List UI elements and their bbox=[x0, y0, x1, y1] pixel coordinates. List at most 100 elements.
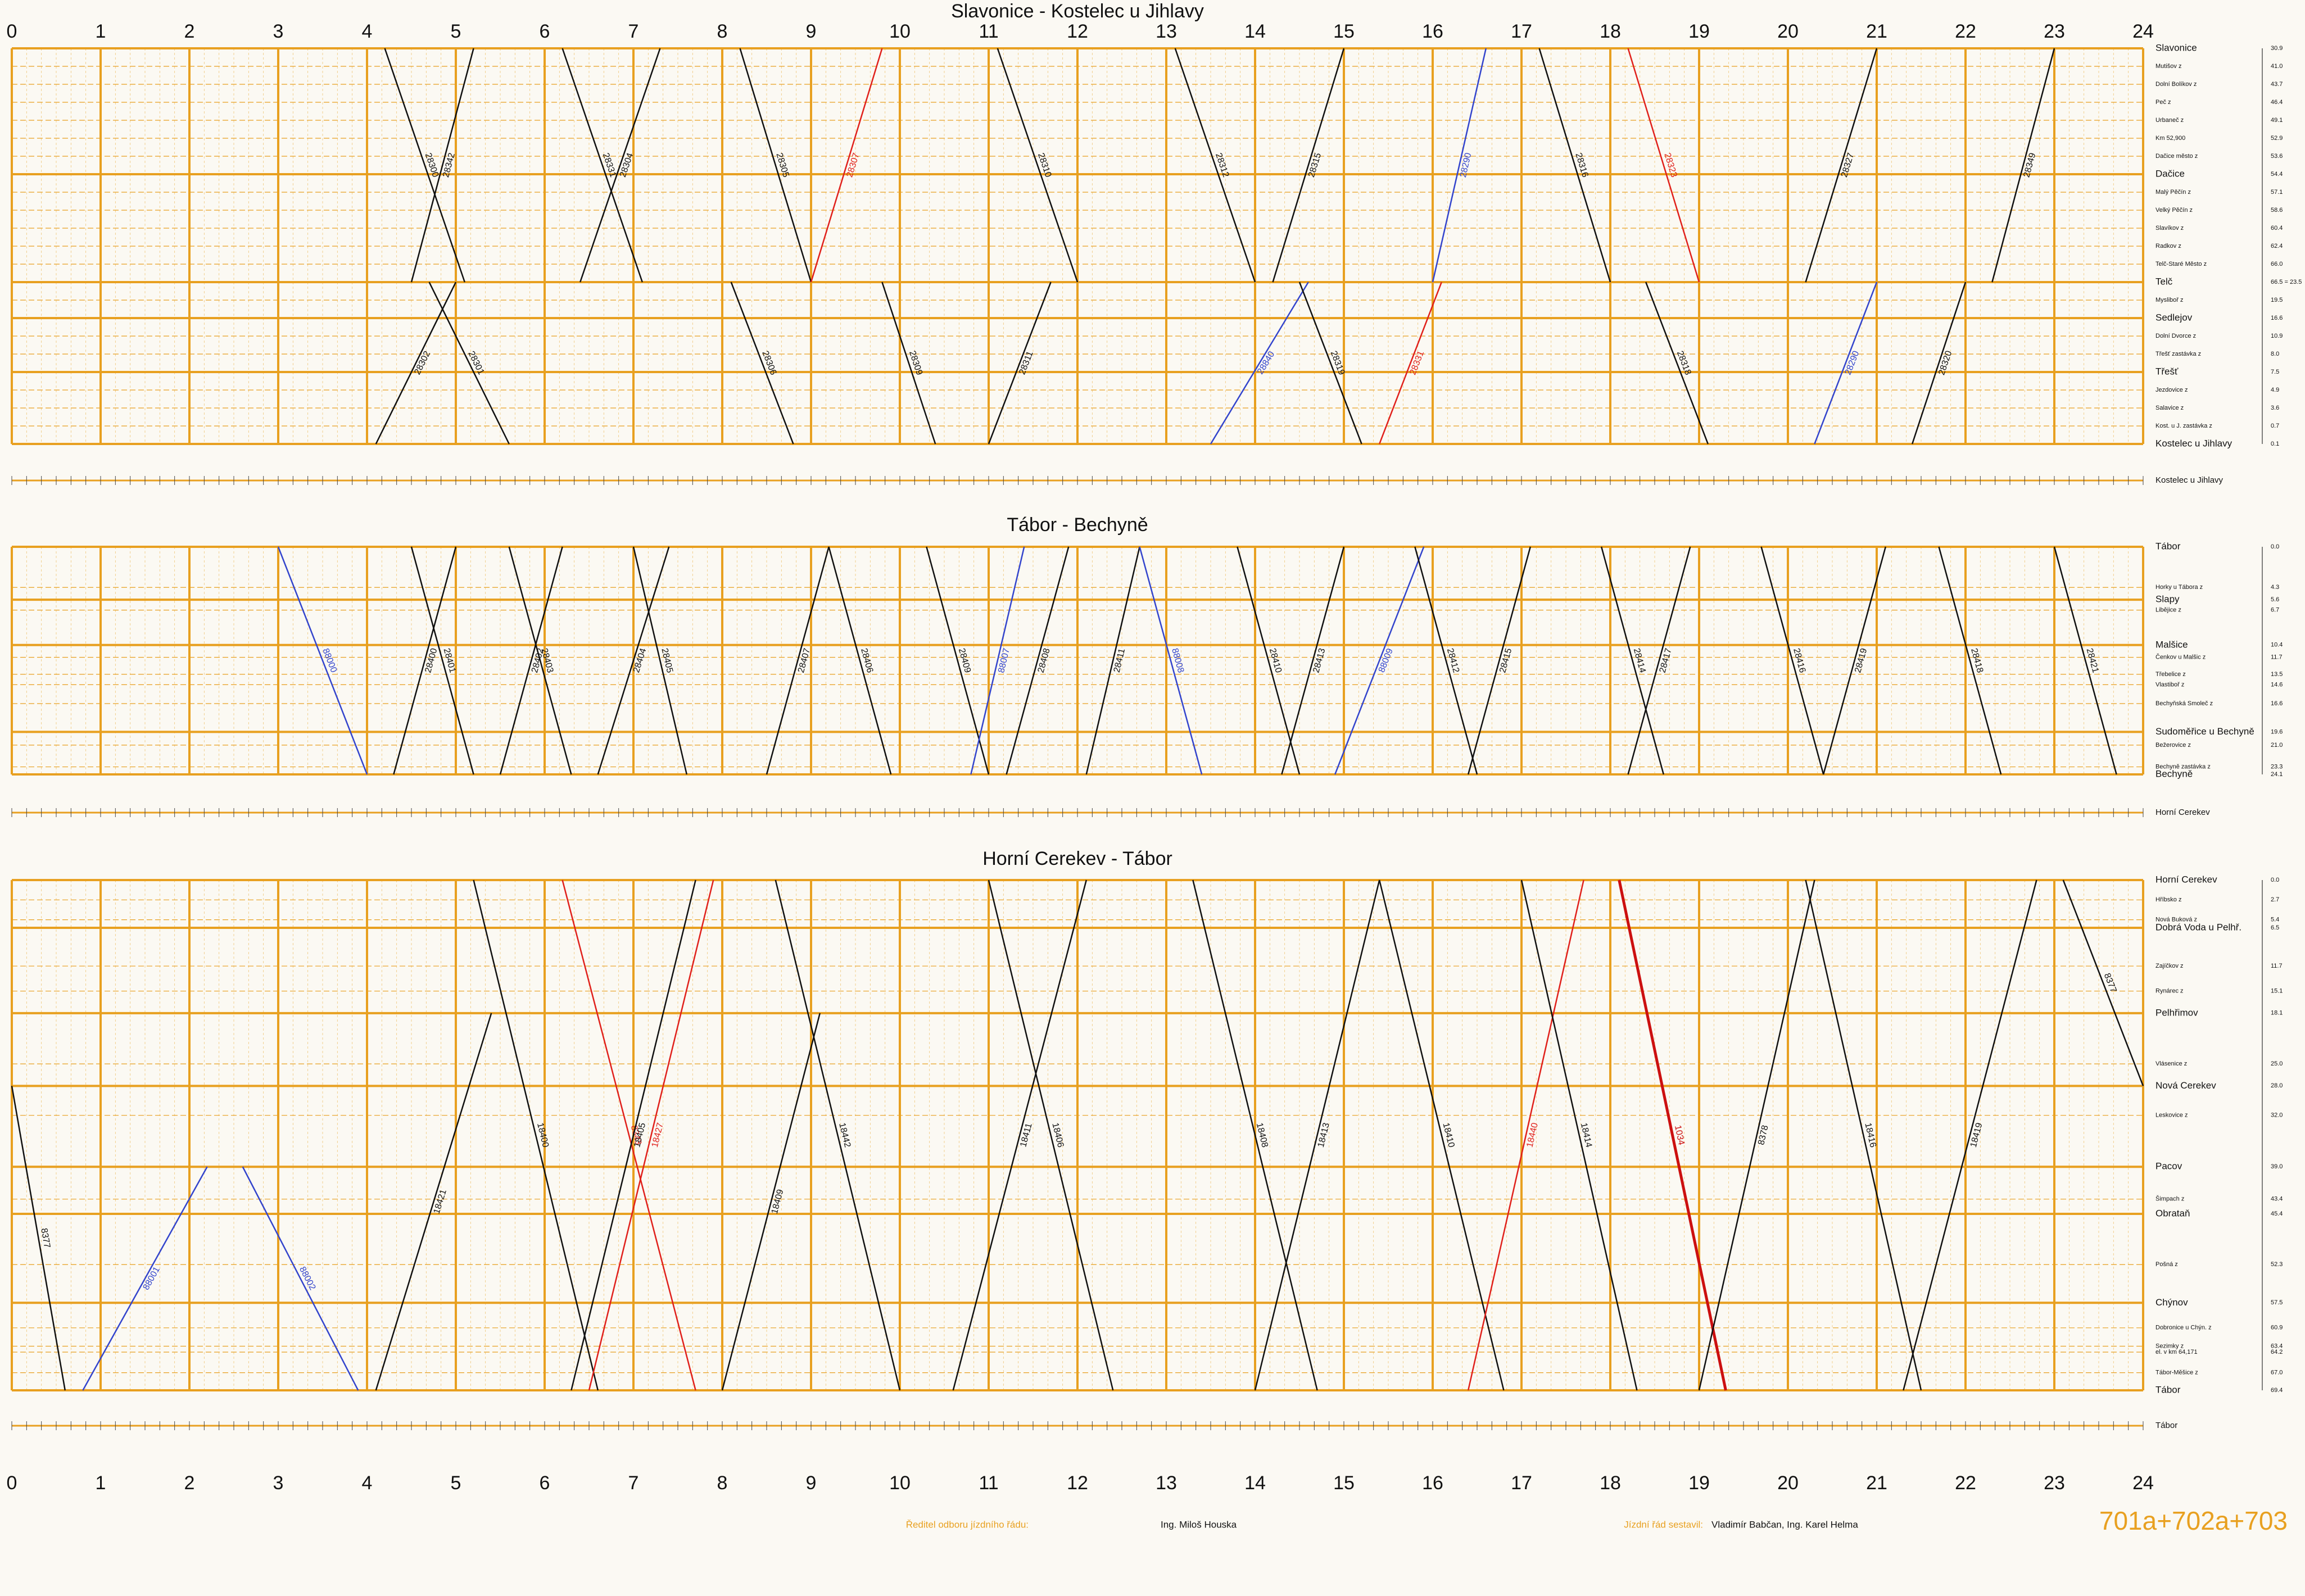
station-km: 67.0 bbox=[2271, 1370, 2283, 1376]
train-path bbox=[410, 48, 474, 283]
station-name: Mutišov z bbox=[2155, 63, 2181, 70]
train-path bbox=[1237, 546, 1301, 775]
station-km: 0.1 bbox=[2271, 441, 2279, 447]
station-name: Bechyňská Smoleč z bbox=[2155, 700, 2213, 707]
station-km: 45.4 bbox=[2271, 1210, 2283, 1217]
station-km: 57.1 bbox=[2271, 189, 2283, 196]
train-path bbox=[1334, 546, 1425, 775]
station-km: 0.0 bbox=[2271, 877, 2279, 883]
station-km: 8.0 bbox=[2271, 351, 2279, 357]
hour-label-bottom: 18 bbox=[1600, 1472, 1621, 1494]
station-km: 0.7 bbox=[2271, 423, 2279, 429]
station-km: 58.6 bbox=[2271, 207, 2283, 214]
station-name: Obrataň bbox=[2155, 1208, 2190, 1218]
train-path bbox=[375, 282, 457, 445]
train-path bbox=[375, 1013, 492, 1391]
train-path bbox=[561, 48, 643, 283]
train-path bbox=[11, 1086, 66, 1391]
station-km: 21.0 bbox=[2271, 742, 2283, 749]
train-path bbox=[1760, 546, 1824, 775]
train-path bbox=[384, 48, 465, 283]
station-name: Malý Pěčín z bbox=[2155, 189, 2191, 196]
station-km: 15.1 bbox=[2271, 987, 2283, 994]
train-path bbox=[579, 48, 661, 283]
panel-title: Tábor - Bechyně bbox=[1007, 514, 1148, 536]
train-path bbox=[739, 48, 812, 283]
station-name: Velký Pěčín z bbox=[2155, 207, 2193, 214]
train-path bbox=[1600, 546, 1665, 775]
station-name: Jezdovice z bbox=[2155, 387, 2188, 393]
station-name: Dobronice u Chýn. z bbox=[2155, 1325, 2212, 1331]
station-name: Telč bbox=[2155, 276, 2173, 287]
station-name: Dačice bbox=[2155, 168, 2185, 179]
station-name: Čenkov u Malšic z bbox=[2155, 654, 2206, 661]
train-path bbox=[597, 546, 670, 775]
station-name: Bechyně zastávka z bbox=[2155, 763, 2211, 770]
hour-label-bottom: 15 bbox=[1333, 1472, 1355, 1494]
station-km: 39.0 bbox=[2271, 1163, 2283, 1170]
hour-label-top: 23 bbox=[2044, 21, 2065, 42]
station-name: Horky u Tábora z bbox=[2155, 584, 2203, 591]
station-name: Dolní Bolíkov z bbox=[2155, 81, 2197, 88]
train-path bbox=[1538, 48, 1611, 283]
hour-label-top: 22 bbox=[1955, 21, 1976, 42]
station-name: Telč-Staré Město z bbox=[2155, 261, 2207, 267]
hour-label-top: 10 bbox=[889, 21, 911, 42]
train-path bbox=[588, 879, 714, 1391]
station-km: 4.9 bbox=[2271, 387, 2279, 393]
station-km: 66.0 bbox=[2271, 261, 2283, 267]
station-km: 54.4 bbox=[2271, 171, 2283, 178]
train-path bbox=[730, 282, 794, 445]
station-name: Slavonice bbox=[2155, 42, 2197, 53]
station-km: 13.5 bbox=[2271, 671, 2283, 678]
station-km: 19.6 bbox=[2271, 728, 2283, 735]
train-path bbox=[1379, 282, 1442, 445]
train-path bbox=[393, 546, 457, 775]
train-path bbox=[1618, 879, 1727, 1391]
station-km: 7.5 bbox=[2271, 369, 2279, 375]
train-path bbox=[881, 282, 936, 445]
station-name: Rynárec z bbox=[2155, 987, 2184, 994]
hour-label-bottom: 4 bbox=[362, 1472, 373, 1494]
hour-label-bottom: 14 bbox=[1244, 1472, 1266, 1494]
train-path bbox=[766, 546, 830, 775]
compiler-label: Jízdní řád sestavil: bbox=[1624, 1519, 1703, 1530]
station-km: 4.3 bbox=[2271, 584, 2279, 591]
train-path bbox=[1627, 546, 1691, 775]
hour-label-bottom: 6 bbox=[540, 1472, 550, 1494]
station-km: 62.4 bbox=[2271, 243, 2283, 250]
train-path bbox=[1281, 546, 1345, 775]
station-km: 60.9 bbox=[2271, 1325, 2283, 1331]
train-path bbox=[1006, 546, 1070, 775]
station-km: 57.5 bbox=[2271, 1299, 2283, 1306]
train-path bbox=[970, 546, 1025, 775]
train-path bbox=[1174, 48, 1256, 283]
train-path bbox=[1520, 879, 1638, 1391]
hour-label-top: 21 bbox=[1866, 21, 1887, 42]
station-km: 14.6 bbox=[2271, 681, 2283, 688]
station-km: 32.0 bbox=[2271, 1112, 2283, 1119]
hour-label-top: 12 bbox=[1067, 21, 1088, 42]
station-km: 5.4 bbox=[2271, 917, 2279, 923]
station-km: 60.4 bbox=[2271, 225, 2283, 232]
hour-label-top: 13 bbox=[1156, 21, 1177, 42]
strip-label: Kostelec u Jihlavy bbox=[2155, 475, 2224, 485]
hour-label-bottom: 12 bbox=[1067, 1472, 1088, 1494]
station-km: 49.1 bbox=[2271, 117, 2283, 124]
hour-label-bottom: 3 bbox=[273, 1472, 284, 1494]
station-name: Kost. u J. zastávka z bbox=[2155, 423, 2212, 429]
station-km: 19.5 bbox=[2271, 297, 2283, 303]
station-km: 53.6 bbox=[2271, 153, 2283, 160]
hour-label-top: 2 bbox=[184, 21, 195, 42]
station-name: Třešť bbox=[2155, 366, 2179, 377]
train-path bbox=[1822, 546, 1887, 775]
train-path bbox=[1414, 546, 1478, 775]
station-km: 43.4 bbox=[2271, 1196, 2283, 1203]
station-name: Sudoměřice u Bechyně bbox=[2155, 726, 2254, 737]
station-km: 69.4 bbox=[2271, 1387, 2283, 1394]
hour-label-bottom: 2 bbox=[184, 1472, 195, 1494]
station-km: 10.4 bbox=[2271, 642, 2283, 649]
hour-label-top: 11 bbox=[979, 21, 998, 42]
